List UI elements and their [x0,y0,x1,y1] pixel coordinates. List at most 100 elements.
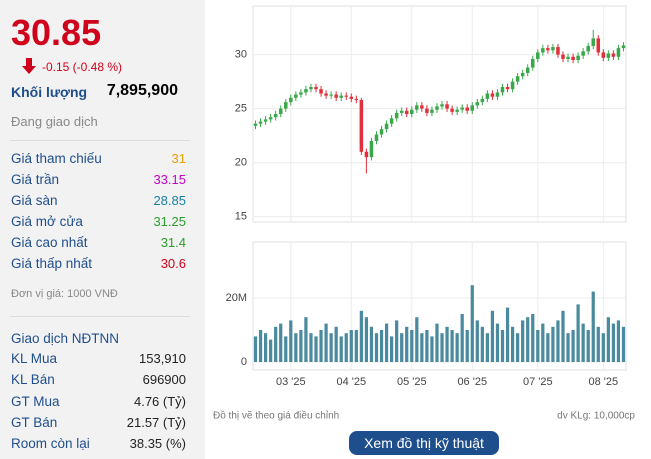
candle-body [606,53,611,58]
candle-body [566,56,570,59]
candle-body [546,48,550,51]
volume-bar [405,326,409,362]
volume-bar [299,330,303,362]
candle-body [415,105,419,110]
quote-panel: 30.85 -0.15 (-0.48 %) Khối lượng 7,895,9… [0,0,205,459]
volume-bar [400,333,404,362]
status: Đang giao dịch [11,114,98,129]
volume-bar [521,320,525,362]
volume-bar [435,323,439,362]
stat-label: Giá tham chiếu [11,151,102,166]
volume-bar [586,330,590,362]
candle-body [500,87,505,93]
volume-bar [324,323,328,362]
candle-body [525,67,530,73]
candle-body [480,98,485,103]
stat-label: Giá cao nhất [11,235,88,250]
x-tick-label: 04 '25 [336,376,366,388]
down-arrow [22,58,36,74]
separator [10,316,190,317]
price-change: -0.15 (-0.48 %) [42,60,123,74]
y-tick-label: 30 [235,49,247,61]
candle-body [314,87,318,90]
candle-body [359,99,364,152]
volume-bar [390,336,394,362]
candle-body [334,94,338,98]
candle-body [596,38,601,53]
volume-bar [576,304,580,362]
volume-bar [263,333,268,362]
volume-bar [430,336,434,362]
volume-bar [561,310,565,362]
volume-value: 7,895,900 [106,82,178,99]
volume-bar [510,326,515,362]
stat-label: Giá sàn [11,193,58,208]
candle-body [515,76,520,82]
candle-body [465,107,469,111]
volume-bar [294,333,298,362]
candle-body [253,123,258,126]
foreign-value: 4.76 (Tỷ) [133,393,186,409]
candle-body [425,108,429,113]
candle-body [591,38,596,46]
volume-bar [314,336,318,362]
candle-body [530,58,535,68]
candle-body [289,97,293,103]
volume-bar [581,323,585,362]
volume-bar [616,320,621,362]
chart: Đồ thị vẽ theo giá điều chỉnh dv KLg: 10… [213,5,635,422]
volume-bar [334,326,338,362]
candle-body [470,105,475,111]
foreign-value: 153,910 [139,351,186,366]
candle-body [485,93,490,99]
candle-body [354,98,359,100]
candle-body [495,92,500,97]
volume-bar [455,333,459,362]
x-tick-label: 03 '25 [276,376,306,388]
volume-bar [546,333,550,362]
candle-body [445,104,449,109]
volume-bar [329,333,333,362]
price: 30.85 [11,12,102,53]
volume-label: Khối lượng [11,84,88,100]
volume-bar [354,330,358,362]
volume-bar [384,323,389,362]
volume-bar [279,323,283,362]
candle-body [621,45,626,49]
candle-body [329,94,333,96]
stat-label: Giá trần [11,172,60,187]
candle-body [505,87,510,90]
volume-bar [526,317,530,362]
candle-body [369,141,374,158]
volume-bar [304,317,308,362]
y-tick-label: 20 [235,157,247,169]
volume-bar [425,330,429,362]
candle-body [611,53,616,57]
volume-bar [556,320,560,362]
volume-bar [374,333,379,362]
candle-body [349,96,354,99]
candle-body [616,48,621,57]
technical-chart-button[interactable]: Xem đồ thị kỹ thuật [349,431,499,455]
footer-unit: dv KLg: 10,000cp [557,411,635,422]
volume-bar [516,333,520,362]
candle-body [510,81,515,90]
volume-bar [536,330,540,362]
candle-body [304,89,308,93]
volume-bar [470,285,474,362]
unit-note: Đơn vị giá: 1000 VNĐ [11,288,118,300]
candle-body [299,92,303,95]
y-tick-label: 20M [226,292,247,304]
volume-bar [475,320,479,362]
candle-body [551,47,555,51]
volume-bar [480,326,484,362]
foreign-label: GT Mua [11,393,60,409]
separator [10,140,190,141]
foreign-label: GT Bán [11,414,58,430]
volume-bar [596,326,600,362]
stat-value: 30.6 [160,256,186,271]
volume-bar [269,339,273,362]
stat-value: 31.25 [153,214,186,229]
volume-bar [359,310,363,362]
